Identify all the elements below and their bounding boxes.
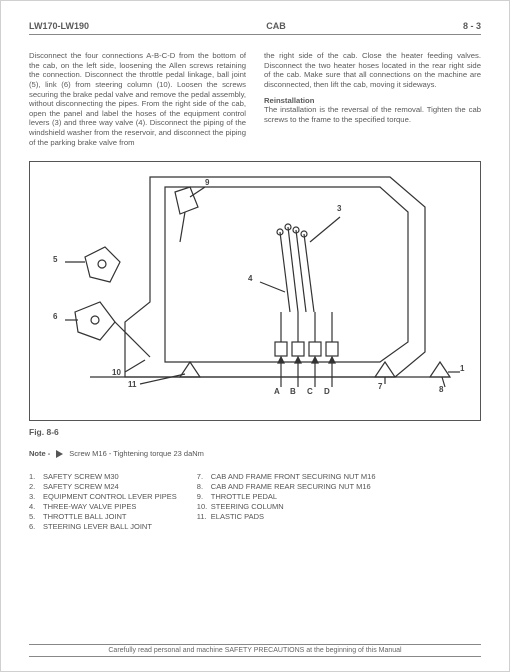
callout-4: 4 [248,274,252,283]
list-item: 10.STEERING COLUMN [197,502,376,511]
list-item: 5.THROTTLE BALL JOINT [29,512,177,521]
list-item: 9.THROTTLE PEDAL [197,492,376,501]
list-item: 2.SAFETY SCREW M24 [29,482,177,491]
header-left: LW170-LW190 [29,21,89,31]
note-row: Note - Screw M16 - Tightening torque 23 … [29,449,481,458]
callout-6: 6 [53,312,57,321]
callout-1: 1 [460,364,464,373]
body-text: Disconnect the four connections A-B-C-D … [29,51,481,147]
callout-7: 7 [378,382,382,391]
right-column-top: the right side of the cab. Close the hea… [264,51,481,90]
callout-9: 9 [205,178,209,187]
callout-11: 11 [128,380,136,389]
list-item: 8.CAB AND FRAME REAR SECURING NUT M16 [197,482,376,491]
list-item: 7.CAB AND FRAME FRONT SECURING NUT M16 [197,472,376,481]
reinstall-body: The installation is the reversal of the … [264,105,481,124]
callout-D: D [324,387,330,396]
right-column: the right side of the cab. Close the hea… [264,51,481,147]
legend-left: 1.SAFETY SCREW M30 2.SAFETY SCREW M24 3.… [29,472,177,532]
figure-box: 9 5 6 10 11 3 4 7 8 1 A B C D [29,161,481,421]
list-item: 11.ELASTIC PADS [197,512,376,521]
callout-3: 3 [337,204,341,213]
triangle-icon [56,450,63,458]
list-item: 3.EQUIPMENT CONTROL LEVER PIPES [29,492,177,501]
note-label: Note - [29,449,50,458]
callout-C: C [307,387,313,396]
callout-5: 5 [53,255,57,264]
page-header: LW170-LW190 CAB 8 - 3 [29,21,481,35]
page: LW170-LW190 CAB 8 - 3 Disconnect the fou… [1,1,509,671]
header-right: 8 - 3 [463,21,481,31]
left-column-text: Disconnect the four connections A-B-C-D … [29,51,246,147]
figure-svg [30,162,480,420]
list-item: 1.SAFETY SCREW M30 [29,472,177,481]
note-text: Screw M16 - Tightening torque 23 daNm [69,449,204,458]
legend: 1.SAFETY SCREW M30 2.SAFETY SCREW M24 3.… [29,472,481,532]
list-item: 6.STEERING LEVER BALL JOINT [29,522,177,531]
page-footer: Carefully read personal and machine SAFE… [29,644,481,657]
figure-caption: Fig. 8-6 [29,427,481,437]
callout-8: 8 [439,385,443,394]
left-column: Disconnect the four connections A-B-C-D … [29,51,246,147]
header-center: CAB [266,21,286,31]
callout-B: B [290,387,296,396]
callout-A: A [274,387,280,396]
legend-right: 7.CAB AND FRAME FRONT SECURING NUT M16 8… [197,472,376,532]
callout-10: 10 [112,368,121,377]
reinstall-heading: Reinstallation [264,96,481,106]
list-item: 4.THREE-WAY VALVE PIPES [29,502,177,511]
